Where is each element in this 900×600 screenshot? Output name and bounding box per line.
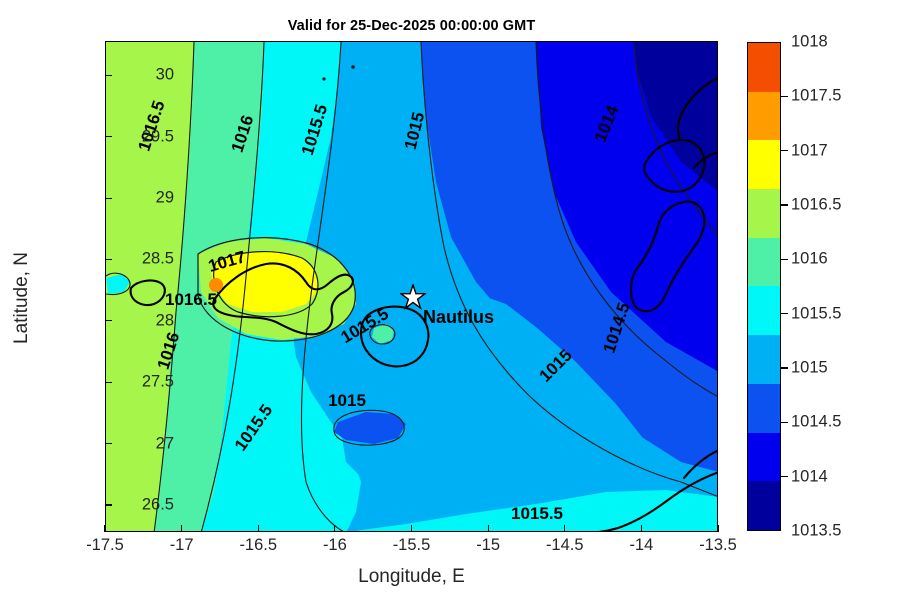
colorbar-tick-mark [781, 258, 788, 260]
colorbar-tick-mark [781, 476, 788, 478]
y-tick-label: 28.5 [141, 249, 174, 268]
colorbar[interactable] [747, 42, 781, 531]
figure-title: Valid for 25-Dec-2025 00:00:00 GMT [287, 18, 536, 34]
colorbar-tick-label: 1016.5 [791, 195, 842, 214]
y-axis-title: Latitude, N [11, 252, 32, 344]
colorbar-tick-mark [781, 367, 788, 369]
x-tick-mark [181, 525, 183, 532]
y-tick-mark [105, 381, 112, 383]
x-tick-mark [257, 525, 259, 532]
colorbar-tick-label: 1015.5 [791, 304, 842, 323]
contour-field [106, 42, 717, 531]
x-tick-mark [717, 525, 719, 532]
star-marker-icon[interactable] [400, 284, 426, 310]
colorbar-segment [748, 335, 780, 384]
colorbar-tick-mark [781, 95, 788, 97]
y-tick-label: 29.5 [141, 127, 174, 146]
x-tick-mark [410, 525, 413, 532]
y-tick-mark [105, 197, 112, 199]
colorbar-segment [748, 432, 780, 482]
colorbar-segment [748, 237, 780, 287]
colorbar-tick-label: 1015 [791, 358, 828, 377]
colorbar-tick-mark [781, 421, 788, 423]
colorbar-tick-label: 1018 [791, 32, 828, 51]
colorbar-tick-label: 1014 [791, 467, 828, 486]
x-tick-label: -15.5 [392, 536, 431, 554]
x-tick-label: -16 [322, 536, 347, 554]
colorbar-segment [748, 91, 780, 141]
y-tick-mark [105, 504, 112, 506]
contour-label: 1015 [328, 391, 366, 410]
contour-label: 1015.5 [511, 504, 563, 523]
colorbar-tick-label: 1013.5 [791, 521, 842, 540]
colorbar-segment [748, 189, 780, 238]
x-tick-label: -15 [476, 536, 501, 554]
x-tick-mark [564, 525, 566, 532]
site-name-label: Nautilus [423, 307, 495, 327]
x-tick-label: -16.5 [239, 536, 278, 554]
y-tick-mark [105, 136, 112, 138]
y-tick-label: 27.5 [141, 372, 174, 391]
y-tick-label: 29 [155, 188, 174, 207]
y-tick-mark [105, 258, 112, 261]
y-tick-label: 27 [155, 434, 174, 453]
x-tick-mark [334, 525, 336, 532]
y-tick-label: 30 [155, 65, 174, 84]
colorbar-segment [748, 140, 780, 190]
y-tick-mark [105, 443, 112, 445]
colorbar-tick-label: 1014.5 [791, 412, 842, 431]
colorbar-tick-mark [781, 204, 788, 206]
x-axis-title: Longitude, E [358, 566, 465, 587]
colorbar-segment [748, 286, 780, 336]
colorbar-tick-mark [781, 313, 788, 315]
x-tick-mark [487, 525, 489, 532]
colorbar-tick-mark [781, 150, 788, 152]
contour-plot-axes[interactable] [105, 41, 718, 532]
x-tick-label: -17.5 [86, 536, 124, 554]
y-tick-mark [105, 320, 112, 322]
colorbar-segment [748, 43, 780, 92]
x-tick-label: -14.5 [545, 536, 584, 554]
contour-label: 1016.5 [165, 290, 217, 309]
colorbar-tick-label: 1016 [791, 249, 828, 268]
colorbar-tick-label: 1017.5 [791, 86, 842, 105]
y-tick-label: 26.5 [141, 495, 174, 514]
colorbar-segment [748, 383, 780, 433]
y-tick-mark [105, 74, 112, 76]
x-tick-label: -13.5 [699, 536, 737, 554]
y-tick-label: 28 [155, 311, 174, 330]
colorbar-segment [748, 481, 780, 530]
x-tick-label: -14 [629, 536, 654, 554]
x-tick-mark [104, 525, 106, 532]
x-tick-label: -17 [169, 536, 194, 554]
circle-marker-icon[interactable] [209, 278, 223, 292]
colorbar-tick-label: 1017 [791, 141, 828, 160]
x-tick-mark [640, 525, 642, 532]
